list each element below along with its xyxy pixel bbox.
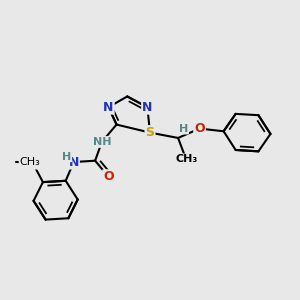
Text: N: N <box>103 101 114 114</box>
Text: H: H <box>62 152 72 162</box>
Text: N: N <box>68 155 79 169</box>
Text: N: N <box>142 101 152 114</box>
Text: O: O <box>103 170 114 183</box>
Text: S: S <box>146 126 154 139</box>
Text: O: O <box>27 155 38 169</box>
Text: CH₃: CH₃ <box>19 157 40 167</box>
Text: CH₃: CH₃ <box>175 154 197 164</box>
Text: NH: NH <box>93 137 111 147</box>
Text: O: O <box>194 122 205 135</box>
Text: H: H <box>179 124 188 134</box>
